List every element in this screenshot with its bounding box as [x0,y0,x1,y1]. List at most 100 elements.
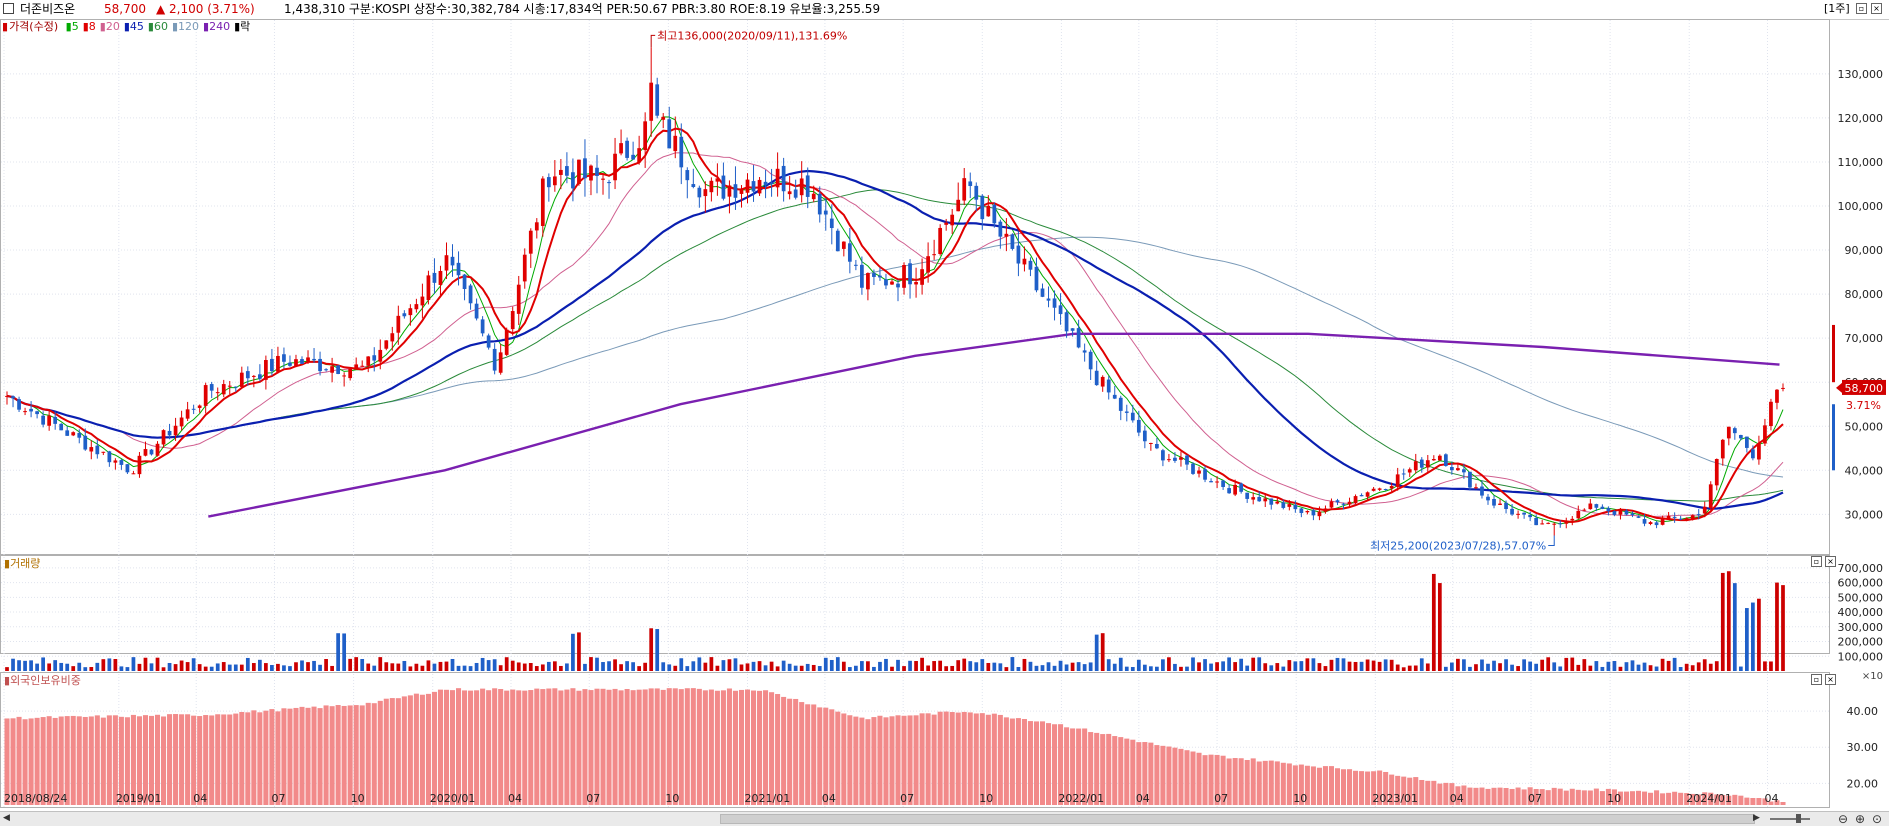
zoom-slider-handle[interactable] [1796,814,1801,823]
foreign-holding-bar [401,696,407,805]
x-tick-label: 2022/01 [1058,792,1104,805]
foreign-close-icon[interactable]: × [1825,674,1836,685]
foreign-holding-bar [1437,783,1443,805]
foreign-holding-bar [1473,787,1479,805]
volume-bar [1588,665,1593,671]
volume-bar [1389,659,1394,671]
foreign-holding-bar [1389,774,1395,805]
foreign-holding-bar [1455,786,1461,805]
volume-bar [1329,659,1334,671]
foreign-holding-bar [769,692,775,805]
foreign-holding-bar [702,690,708,805]
volume-bar [890,666,894,671]
volume-bar [1094,634,1099,671]
volume-bar [715,665,720,671]
foreign-holding-bar [1413,777,1419,805]
volume-bar [1726,571,1731,671]
volume-bar [932,661,936,671]
volume-bar [1293,661,1298,671]
volume-bar [173,664,178,671]
candle-body [227,385,232,387]
candle-body [1642,519,1647,524]
volume-bar [95,662,100,671]
foreign-holding-bar [1094,732,1100,805]
volume-bar [1317,663,1322,671]
volume-bar [1510,664,1514,671]
foreign-holding-bar [1262,760,1268,805]
foreign-holding-bar [955,712,961,805]
volume-bar [619,664,623,671]
scroll-left-icon[interactable]: ◀ [3,813,10,823]
zoom-in-icon[interactable]: ⊕ [1855,812,1866,826]
volume-y-tick: 400,000 [1838,606,1884,619]
period-button[interactable]: [1주] [1824,2,1850,15]
foreign-holding-bar [696,688,702,805]
foreign-holding-bar [811,704,817,805]
foreign-holding-bar [883,717,889,805]
ma-legend-5: ▮5 [65,20,79,33]
foreign-holding-bar [1238,758,1244,805]
candle-body [685,170,690,181]
foreign-minimize-icon[interactable]: ▫ [1811,674,1822,685]
foreign-holding-bar [34,717,40,805]
candle-body [1070,328,1075,331]
volume-bar [480,657,485,671]
foreign-holding-bar [161,716,167,805]
close-icon[interactable]: × [1871,3,1882,14]
minimize-icon[interactable]: ▫ [1856,3,1867,14]
candle-body [1040,288,1045,297]
horizontal-scrollbar[interactable]: ◀ ▶ ⊖ ⊕ ⊙ [0,811,1889,826]
volume-close-icon[interactable]: × [1825,556,1836,567]
range-bar-down [1832,404,1835,471]
foreign-holding-bar [1762,798,1768,805]
candle-body [1076,328,1081,348]
foreign-holding-bar [118,716,124,805]
header-checkbox[interactable] [3,3,14,14]
legend-price-marker: ▮ [2,20,9,33]
volume-bar [613,659,617,671]
candle-body [300,359,304,364]
volume-bar [631,662,635,671]
foreign-holding-bar [389,698,395,805]
candle-body [384,340,389,349]
candle-body [787,191,792,195]
foreign-holding-bar [1635,790,1642,805]
volume-bar [11,658,15,671]
zoom-reset-icon[interactable]: ⊙ [1872,812,1883,826]
candle-body [745,179,750,193]
foreign-holding-bar [1593,788,1599,805]
scroll-thumb[interactable] [720,814,1755,824]
candle-body [1100,376,1105,387]
foreign-holding-bar [407,695,413,805]
volume-bar [1148,666,1153,671]
candle-body [1287,504,1292,507]
candle-body [59,423,64,431]
scroll-right-icon[interactable]: ▶ [1753,813,1760,823]
foreign-holding-bar [365,702,371,805]
zoom-slider[interactable] [1770,818,1810,820]
volume-bar [866,661,870,671]
candle-body [1299,508,1304,514]
chart-annotations: 최고136,000(2020/09/11),131.69% 최저25,200(20… [650,29,1886,552]
volume-bar [161,667,166,671]
foreign-holding-bar [871,717,877,805]
foreign-holding-bar [1684,793,1690,805]
volume-bar [1179,666,1183,671]
volume-bar [1456,658,1460,671]
volume-bar [1474,664,1478,671]
foreign-holding-bar [1569,788,1575,805]
candle-body [233,386,238,388]
volume-minimize-icon[interactable]: ▫ [1811,556,1822,567]
volume-bar [191,658,196,671]
foreign-holding-bar [678,689,684,805]
candle-body [420,296,425,306]
chart-canvas[interactable]: 30,00040,00050,00060,00070,00080,00090,0… [0,19,1889,811]
volume-bar [1720,572,1725,671]
candle-body [119,460,124,465]
volume-bar [366,663,371,671]
x-tick-label: 04 [508,792,522,805]
zoom-out-icon[interactable]: ⊖ [1838,812,1849,826]
foreign-holding-bar [546,688,552,805]
volume-bar [703,662,708,671]
candle-body [1437,455,1442,461]
